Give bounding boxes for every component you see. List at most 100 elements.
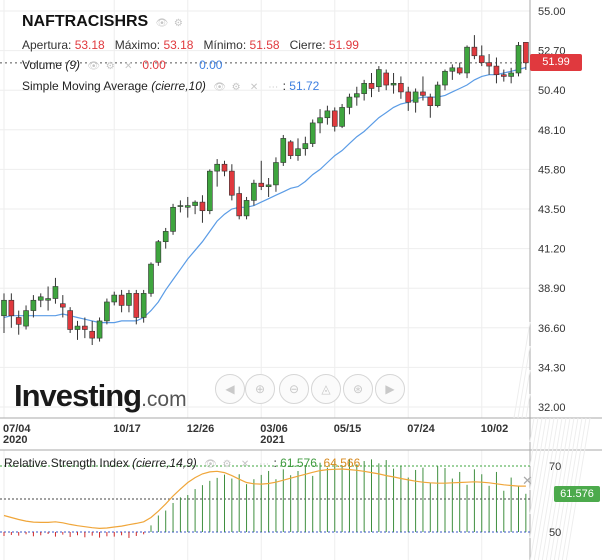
y-tick-label: 48.10 [538, 125, 566, 137]
settings-icon[interactable]: ⚙ [222, 459, 232, 471]
candle-body [420, 91, 426, 96]
candle-body [199, 201, 206, 212]
hatch-line [541, 417, 567, 560]
candle-body [59, 303, 66, 308]
rsi-line [3, 468, 526, 530]
y-tick-label: 45.80 [538, 164, 566, 176]
y-tick-label: 34.30 [538, 362, 566, 374]
candle-body [442, 70, 448, 86]
zoom-out-button[interactable]: ⊖ [279, 374, 309, 404]
hatch-line [521, 369, 531, 419]
candle-body [1, 299, 7, 317]
sma-line [3, 66, 527, 324]
close-rsi-icon[interactable]: ✕ [522, 473, 533, 488]
sma-legend: Simple Moving Average (cierre,10) 👁 ⚙ ✕ … [22, 79, 320, 94]
settings-icon[interactable]: ⚙ [173, 18, 183, 30]
y-tick-label: 32.00 [538, 402, 566, 414]
close-icon[interactable]: ✕ [249, 82, 259, 94]
candle-body [8, 299, 15, 317]
candle-body [398, 83, 404, 93]
candle-body [361, 83, 367, 94]
candle-body [471, 46, 478, 57]
candle-body [339, 107, 345, 127]
x-tick-label: 12/26 [187, 423, 215, 435]
candle-body [464, 46, 470, 74]
y-tick-label: 36.60 [538, 323, 566, 335]
candle-body [317, 117, 323, 124]
candle-body [280, 138, 287, 163]
eye-icon[interactable]: 👁 [204, 459, 217, 471]
candle-body [104, 301, 110, 322]
candle-body [258, 182, 265, 187]
hatch-line [537, 417, 563, 560]
scroll-left-button[interactable]: ◀ [215, 374, 245, 404]
zoom-in-button[interactable]: ⊕ [245, 374, 275, 404]
eye-icon[interactable]: 👁 [213, 82, 226, 94]
settings-icon[interactable]: ⚙ [231, 82, 241, 94]
y-tick-label: 41.20 [538, 244, 566, 256]
x-tick-label: 10/02 [481, 423, 509, 435]
candle-body [287, 141, 294, 156]
candle-body [302, 143, 309, 150]
last-price-badge: 51.99 [530, 54, 582, 71]
eye-icon[interactable]: 👁 [155, 18, 169, 30]
scroll-right-button[interactable]: ▶ [375, 374, 405, 404]
candle-body [15, 317, 22, 325]
candle-body [155, 241, 162, 263]
x-tick-label: 05/15 [334, 423, 362, 435]
reset-button[interactable]: ◬ [311, 374, 341, 404]
x-tick-label: 10/17 [113, 423, 141, 435]
candle-body [486, 62, 492, 67]
candle-body [133, 293, 140, 318]
settings-button[interactable]: ⊛ [343, 374, 373, 404]
candle-body [368, 83, 375, 89]
more-icon[interactable]: ⋯ [259, 459, 270, 471]
candle-body [45, 298, 51, 301]
investing-logo: Investing.com [14, 378, 187, 413]
candle-body [82, 325, 88, 330]
hatch-line [529, 417, 547, 515]
candle-body [383, 72, 390, 86]
hatch-line [529, 417, 543, 491]
candle-body [118, 294, 125, 306]
hatch-line [565, 417, 591, 560]
volume-legend: Volume (9) 👁 ⚙ ✕ 0.00 0.00 [22, 58, 223, 73]
close-value: 51.99 [328, 38, 359, 52]
hatch-line [529, 417, 539, 467]
candle-body [170, 206, 176, 232]
candle-body [23, 310, 29, 327]
candle-body [390, 83, 397, 86]
settings-icon[interactable]: ⚙ [105, 61, 115, 73]
sma-value: 51.72 [289, 79, 320, 93]
candle-body [251, 182, 257, 201]
candle-body [243, 200, 250, 217]
candle-body [346, 96, 353, 108]
x-tick-year: 2021 [260, 434, 284, 446]
eye-icon[interactable]: 👁 [87, 61, 101, 73]
candle-body [148, 263, 154, 294]
x-tick-label: 07/04 [3, 423, 31, 435]
y-tick-label: 43.50 [538, 204, 566, 216]
hatch-line [529, 417, 555, 560]
candle-body [412, 91, 419, 103]
hatch-line [525, 393, 531, 419]
candle-body [89, 330, 95, 339]
close-icon[interactable]: ✕ [240, 459, 250, 471]
rsi-y-tick-label: 50 [549, 527, 561, 539]
hatch-line [517, 345, 531, 419]
candle-body [162, 231, 169, 243]
hatch-line [545, 417, 571, 560]
close-icon[interactable]: ✕ [124, 61, 133, 73]
candle-body [295, 148, 301, 156]
candle-body [236, 193, 242, 217]
candle-body [126, 293, 132, 306]
y-tick-label: 55.00 [538, 6, 566, 18]
y-tick-label: 38.90 [538, 283, 566, 295]
volume-value-1: 0.00 [142, 58, 166, 72]
x-tick-label: 07/24 [407, 423, 435, 435]
rsi-value: 61.576 [280, 456, 317, 470]
hatch-line [553, 417, 579, 560]
more-icon[interactable]: ⋯ [268, 82, 279, 94]
hatch-line [533, 417, 559, 560]
